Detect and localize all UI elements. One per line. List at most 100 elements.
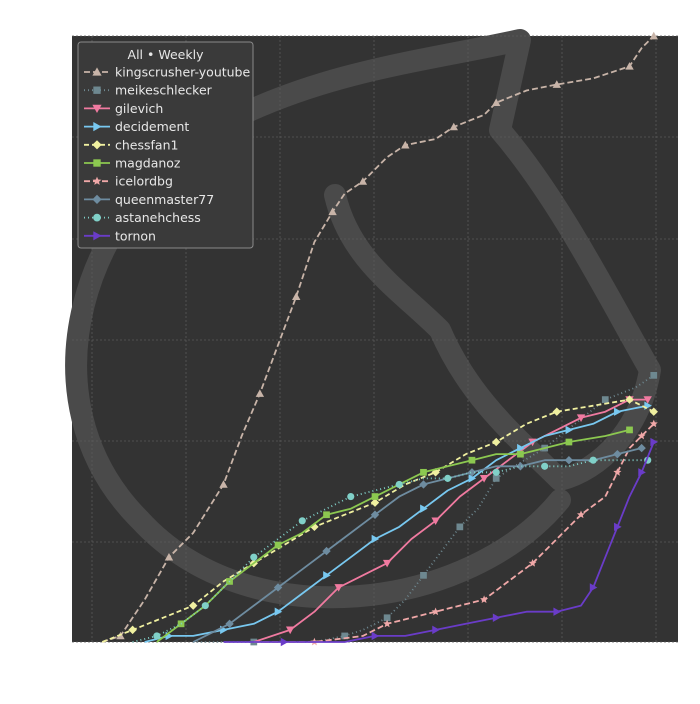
point-gilevich xyxy=(576,414,586,422)
point-astanehchess xyxy=(298,517,306,525)
point-icelordbg xyxy=(613,468,622,476)
point-icelordbg xyxy=(383,619,392,628)
legend-item-icelordbg: icelordbg xyxy=(84,174,173,189)
point-kingscrusher-youtube xyxy=(328,207,337,216)
series-line-decidement xyxy=(144,404,648,643)
legend-swatch-marker xyxy=(92,176,102,185)
point-icelordbg xyxy=(637,431,646,440)
series-decidement xyxy=(144,401,652,643)
point-icelordbg xyxy=(649,419,658,428)
point-chessfan1 xyxy=(370,498,380,507)
point-tornon xyxy=(589,583,598,592)
point-magdanoz xyxy=(468,456,476,464)
legend-swatch-marker xyxy=(92,104,102,113)
legend-label: chessfan1 xyxy=(115,137,178,152)
legend-label: meikeschlecker xyxy=(115,83,213,98)
point-icelordbg xyxy=(528,559,537,567)
series-queenmaster77 xyxy=(192,443,646,643)
point-queenmaster77 xyxy=(637,443,646,453)
series-layer xyxy=(101,31,658,647)
point-kingscrusher-youtube xyxy=(492,98,501,107)
legend-swatch-marker xyxy=(93,213,101,222)
point-kingscrusher-youtube xyxy=(552,80,561,88)
point-decidement xyxy=(371,534,380,544)
point-astanehchess xyxy=(444,474,452,482)
point-astanehchess xyxy=(201,602,209,610)
point-meikeschlecker xyxy=(383,614,391,622)
point-queenmaster77 xyxy=(273,583,283,592)
point-meikeschlecker xyxy=(650,372,658,379)
point-decidement xyxy=(517,443,525,453)
point-meikeschlecker xyxy=(341,632,349,640)
point-icelordbg xyxy=(577,510,585,519)
point-meikeschlecker xyxy=(492,475,500,482)
point-tornon xyxy=(553,607,561,616)
point-magdanoz xyxy=(274,541,282,549)
point-kingscrusher-youtube xyxy=(292,292,301,300)
point-queenmaster77 xyxy=(419,480,428,489)
point-queenmaster77 xyxy=(370,510,380,519)
legend-swatch-marker xyxy=(92,194,102,204)
legend-label: astanehchess xyxy=(115,210,201,225)
point-chessfan1 xyxy=(128,625,137,635)
point-kingscrusher-youtube xyxy=(625,62,634,70)
point-queenmaster77 xyxy=(613,449,622,459)
legend-item-queenmaster77: queenmaster77 xyxy=(84,192,214,207)
point-magdanoz xyxy=(323,511,330,519)
point-magdanoz xyxy=(371,493,379,500)
point-tornon xyxy=(432,625,440,635)
point-chessfan1 xyxy=(625,395,634,404)
point-queenmaster77 xyxy=(516,462,525,471)
legend-swatch-marker xyxy=(92,140,102,150)
point-queenmaster77 xyxy=(467,468,477,477)
legend-swatch-marker xyxy=(93,86,101,94)
point-decidement xyxy=(274,607,283,616)
legend-item-tornon: tornon xyxy=(84,228,156,243)
point-kingscrusher-youtube xyxy=(649,31,658,40)
point-tornon xyxy=(280,637,289,647)
point-decidement xyxy=(323,571,331,580)
legend-title: All • Weekly xyxy=(128,47,205,62)
point-gilevich xyxy=(479,475,489,483)
series-kingscrusher-youtube xyxy=(102,31,658,643)
point-magdanoz xyxy=(517,450,524,458)
point-chessfan1 xyxy=(649,407,658,416)
series-astanehchess xyxy=(132,456,652,643)
point-chessfan1 xyxy=(189,601,198,610)
point-tornon xyxy=(371,631,380,641)
point-meikeschlecker xyxy=(456,523,464,531)
point-kingscrusher-youtube xyxy=(164,552,174,561)
point-meikeschlecker xyxy=(420,571,427,579)
legend-swatch-marker xyxy=(93,122,102,132)
legend-label: magdanoz xyxy=(115,156,181,171)
legend-item-gilevich: gilevich xyxy=(84,101,163,116)
legend-label: tornon xyxy=(115,228,156,243)
point-kingscrusher-youtube xyxy=(401,140,410,149)
point-queenmaster77 xyxy=(322,546,331,556)
series-tornon xyxy=(223,437,658,647)
point-icelordbg xyxy=(431,607,440,616)
series-line-kingscrusher-youtube xyxy=(102,35,655,643)
point-astanehchess xyxy=(541,462,549,470)
point-magdanoz xyxy=(626,426,633,434)
point-icelordbg xyxy=(480,595,489,603)
point-tornon xyxy=(492,613,501,622)
legend-item-decidement: decidement xyxy=(84,119,189,134)
point-astanehchess xyxy=(492,468,500,476)
legend-swatch-marker xyxy=(93,159,101,167)
point-kingscrusher-youtube xyxy=(358,177,368,185)
point-astanehchess xyxy=(250,553,258,561)
point-chessfan1 xyxy=(552,407,561,416)
series-line-tornon xyxy=(223,441,655,643)
point-tornon xyxy=(638,468,646,477)
legend-box xyxy=(77,41,254,249)
legend-items: kingscrusher-youtube meikeschlecker gilevi… xyxy=(84,65,250,243)
legend-item-chessfan1: chessfan1 xyxy=(84,137,178,152)
series-line-magdanoz xyxy=(156,429,630,643)
point-decidement xyxy=(614,407,622,416)
point-kingscrusher-youtube xyxy=(255,389,265,397)
legend-item-meikeschlecker: meikeschlecker xyxy=(84,83,213,98)
point-tornon xyxy=(650,437,658,447)
